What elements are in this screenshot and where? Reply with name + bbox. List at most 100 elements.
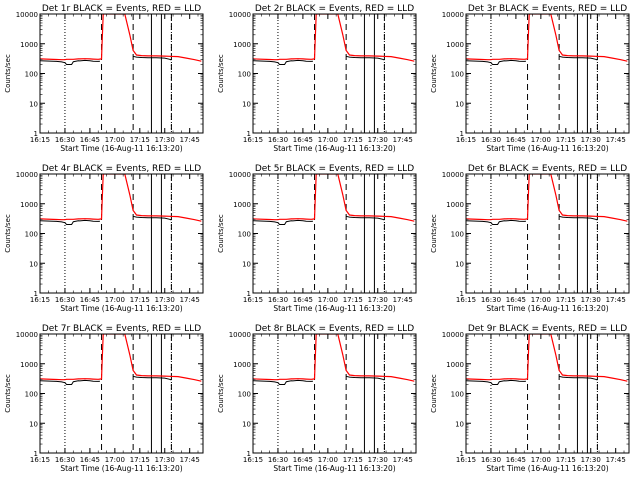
y-tick-label: 100 <box>25 391 38 399</box>
series-line-lld <box>466 174 628 222</box>
x-tick-label: 17:00 <box>531 136 551 144</box>
detector-panel: Det 1r BLACK = Events, RED = LLD 1 10 100 10… <box>4 4 204 153</box>
x-tick-label: 16:30 <box>55 136 75 144</box>
detector-panel: Det 6r BLACK = Events, RED = LLD 1 10 100 10… <box>430 164 630 313</box>
x-tick-label: 17:15 <box>556 136 576 144</box>
x-tick-label: 16:45 <box>506 456 526 464</box>
panel-title: Det 9r BLACK = Events, RED = LLD <box>468 324 627 334</box>
x-tick-label: 16:45 <box>506 136 526 144</box>
panel-title: Det 3r BLACK = Events, RED = LLD <box>468 4 627 14</box>
x-tick-label: 16:45 <box>293 136 313 144</box>
x-tick-label: 16:30 <box>481 296 501 304</box>
x-tick-label: 17:30 <box>155 136 175 144</box>
x-tick-label: 17:15 <box>130 456 150 464</box>
y-tick-label: 10000 <box>16 171 38 179</box>
x-tick-label: 16:15 <box>30 136 50 144</box>
x-tick-label: 16:15 <box>456 456 476 464</box>
x-tick-label: 16:15 <box>456 296 476 304</box>
y-tick-label: 1000 <box>20 201 38 209</box>
series-line-events <box>253 215 385 225</box>
y-axis-label: Counts/sec <box>430 214 438 253</box>
x-tick-label: 17:30 <box>155 456 175 464</box>
x-tick-label: 17:30 <box>368 456 388 464</box>
y-tick-label: 1000 <box>20 41 38 49</box>
series-line-lld <box>253 14 415 62</box>
series-line-events <box>40 215 172 225</box>
x-tick-label: 17:15 <box>130 296 150 304</box>
y-tick-label: 10000 <box>442 331 464 339</box>
x-tick-label: 17:45 <box>393 296 413 304</box>
x-tick-label: 16:15 <box>30 296 50 304</box>
y-tick-label: 10000 <box>229 171 251 179</box>
y-tick-label: 1000 <box>446 361 464 369</box>
y-tick-label: 1000 <box>233 201 251 209</box>
y-tick-label: 1 <box>247 130 251 138</box>
x-tick-label: 16:30 <box>481 136 501 144</box>
x-tick-label: 16:30 <box>55 296 75 304</box>
y-tick-label: 1000 <box>233 361 251 369</box>
panel-title: Det 4r BLACK = Events, RED = LLD <box>42 164 201 174</box>
x-tick-label: 17:45 <box>180 296 200 304</box>
x-tick-label: 16:15 <box>456 136 476 144</box>
y-tick-label: 1 <box>34 130 38 138</box>
series-line-lld <box>40 174 202 222</box>
x-tick-label: 17:15 <box>556 456 576 464</box>
x-tick-label: 17:45 <box>393 456 413 464</box>
y-tick-label: 100 <box>238 391 251 399</box>
detector-panel: Det 8r BLACK = Events, RED = LLD 1 10 100 10… <box>217 324 417 473</box>
x-axis-label: Start Time (16-Aug-11 16:13:20) <box>486 144 608 153</box>
y-tick-label: 10 <box>29 260 38 268</box>
series-line-events <box>253 55 385 65</box>
x-tick-label: 17:00 <box>318 456 338 464</box>
x-tick-label: 17:45 <box>180 136 200 144</box>
x-tick-label: 17:30 <box>368 296 388 304</box>
y-tick-label: 1 <box>460 130 464 138</box>
x-tick-label: 16:15 <box>243 296 263 304</box>
detector-panel: Det 9r BLACK = Events, RED = LLD 1 10 100 10… <box>430 324 630 473</box>
y-tick-label: 10 <box>242 260 251 268</box>
series-line-lld <box>466 334 628 382</box>
y-tick-label: 10 <box>242 420 251 428</box>
x-tick-label: 17:30 <box>155 296 175 304</box>
series-line-lld <box>40 14 202 62</box>
x-axis-label: Start Time (16-Aug-11 16:13:20) <box>273 144 395 153</box>
y-tick-label: 1 <box>460 450 464 458</box>
y-axis-label: Counts/sec <box>4 214 12 253</box>
x-tick-label: 17:15 <box>130 136 150 144</box>
x-axis-label: Start Time (16-Aug-11 16:13:20) <box>60 464 182 473</box>
y-tick-label: 1 <box>247 290 251 298</box>
x-axis-label: Start Time (16-Aug-11 16:13:20) <box>60 144 182 153</box>
x-tick-label: 16:45 <box>80 456 100 464</box>
x-tick-label: 17:00 <box>105 136 125 144</box>
x-tick-label: 16:30 <box>268 136 288 144</box>
x-tick-label: 16:45 <box>293 296 313 304</box>
x-tick-label: 17:45 <box>393 136 413 144</box>
x-tick-label: 17:45 <box>606 136 626 144</box>
series-line-lld <box>466 14 628 62</box>
x-tick-label: 16:15 <box>30 456 50 464</box>
panel-title: Det 5r BLACK = Events, RED = LLD <box>255 164 414 174</box>
x-tick-label: 17:15 <box>556 296 576 304</box>
x-tick-label: 16:45 <box>80 296 100 304</box>
x-tick-label: 17:00 <box>531 296 551 304</box>
x-tick-label: 16:30 <box>268 296 288 304</box>
y-tick-label: 10000 <box>16 11 38 19</box>
x-tick-label: 17:30 <box>581 456 601 464</box>
y-tick-label: 10000 <box>442 171 464 179</box>
y-tick-label: 1000 <box>446 201 464 209</box>
x-tick-label: 17:45 <box>606 296 626 304</box>
y-tick-label: 10 <box>242 100 251 108</box>
y-tick-label: 10 <box>455 260 464 268</box>
y-tick-label: 10000 <box>16 331 38 339</box>
y-tick-label: 100 <box>451 71 464 79</box>
x-tick-label: 17:45 <box>180 456 200 464</box>
x-tick-label: 17:00 <box>318 136 338 144</box>
x-tick-label: 17:15 <box>343 456 363 464</box>
x-tick-label: 17:30 <box>581 296 601 304</box>
y-tick-label: 1000 <box>446 41 464 49</box>
detector-panel: Det 3r BLACK = Events, RED = LLD 1 10 100 10… <box>430 4 630 153</box>
y-tick-label: 1000 <box>233 41 251 49</box>
x-tick-label: 16:30 <box>55 456 75 464</box>
x-tick-label: 16:45 <box>506 296 526 304</box>
